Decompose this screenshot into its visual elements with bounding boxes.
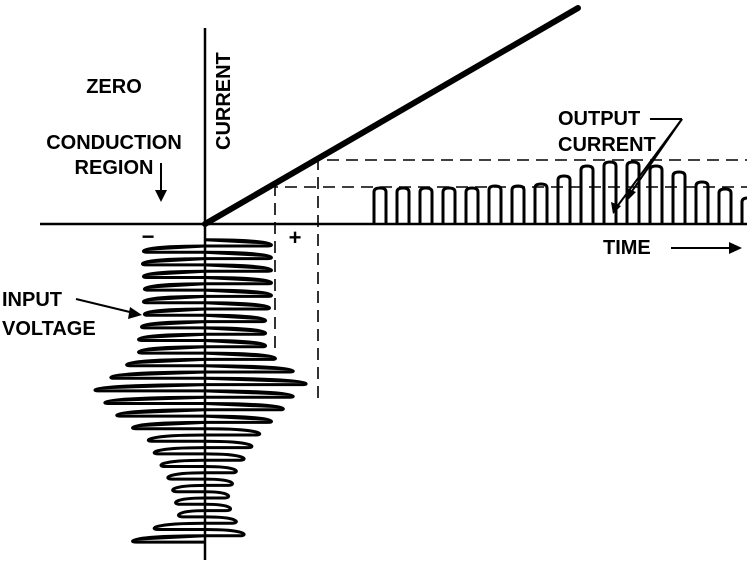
minus-sign: − xyxy=(142,224,155,249)
output-current-pulses xyxy=(374,162,747,224)
zero-conduction-label-line1: ZERO xyxy=(86,76,142,98)
output-current-label-line1: OUTPUT xyxy=(558,108,640,130)
current-axis-label: CURRENT xyxy=(213,52,235,150)
time-axis-label: TIME xyxy=(603,237,651,259)
zero-conduction-label-line3: REGION xyxy=(75,157,154,179)
projection-upper xyxy=(317,159,747,398)
input-voltage-waveform xyxy=(93,238,308,544)
projection-lower xyxy=(274,186,747,348)
input-voltage-arrow-icon xyxy=(75,298,142,319)
input-voltage-label-line1: INPUT xyxy=(2,289,62,311)
time-arrow-icon xyxy=(671,242,742,254)
projection-lines xyxy=(274,159,747,398)
zero-conduction-label-line2: CONDUCTION xyxy=(46,132,182,154)
zero-conduction-arrow-icon xyxy=(155,163,167,202)
plus-sign: + xyxy=(289,225,302,250)
output-current-label-line2: CURRENT xyxy=(558,134,656,156)
output-current-arrow-icon xyxy=(611,118,683,214)
characteristic-curve xyxy=(202,5,581,227)
input-voltage-label-line2: VOLTAGE xyxy=(2,318,96,340)
